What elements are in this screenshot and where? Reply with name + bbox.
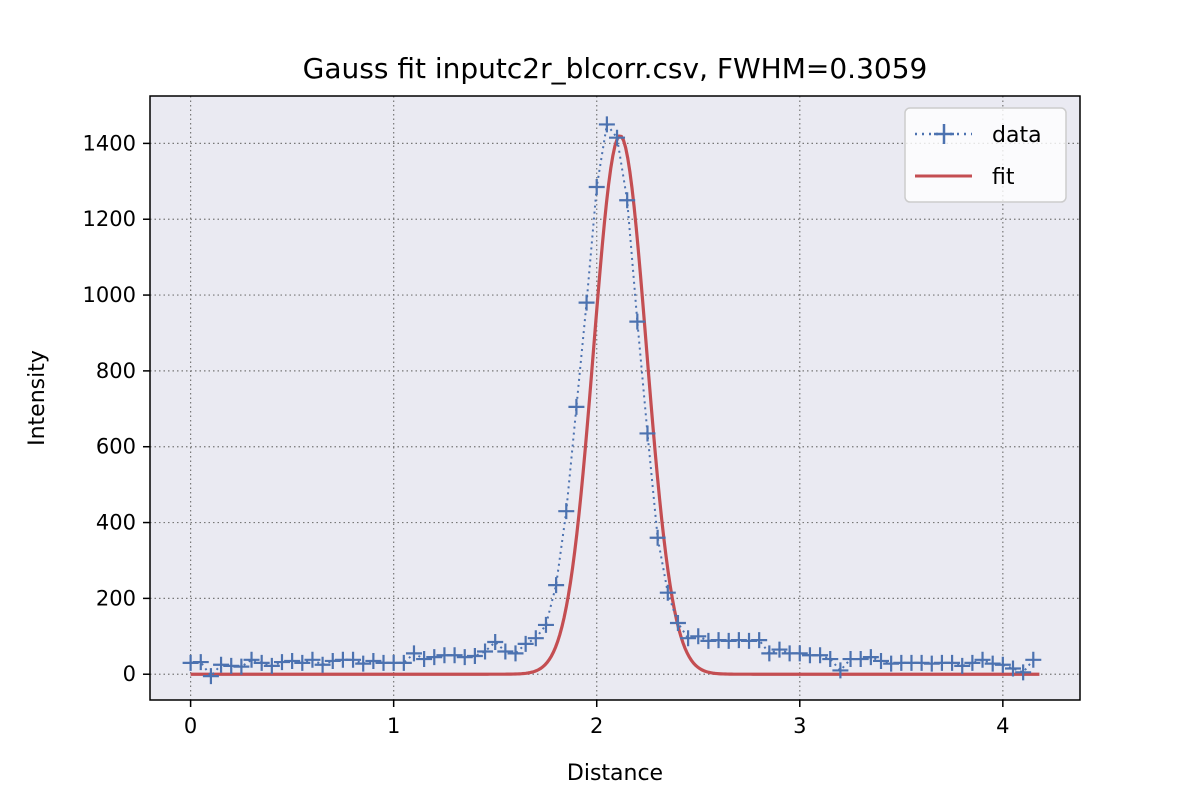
x-tick-label: 4 — [996, 714, 1009, 738]
data-point — [314, 656, 331, 673]
plot-frame — [149, 95, 1081, 701]
data-point — [862, 649, 879, 666]
data-point — [405, 645, 422, 662]
y-tick-label: 0 — [123, 662, 136, 686]
data-point — [558, 503, 575, 520]
y-tick-label: 1400 — [83, 131, 136, 155]
data-point — [1025, 651, 1042, 668]
data-point — [537, 616, 554, 633]
data-point — [233, 658, 250, 675]
data-point — [263, 657, 280, 674]
data-point — [416, 651, 433, 668]
chart-title: Gauss fit inputc2r_blcorr.csv, FWHM=0.30… — [303, 52, 928, 85]
data-point — [497, 643, 514, 660]
data-point — [355, 655, 372, 672]
data-point — [791, 645, 808, 662]
y-tick-label: 1000 — [83, 283, 136, 307]
data-point — [1015, 664, 1032, 681]
data-point — [273, 654, 290, 671]
x-tick-label: 1 — [387, 714, 400, 738]
data-point — [619, 192, 636, 209]
y-axis-label: Intensity — [25, 350, 50, 446]
data-point — [284, 652, 301, 669]
data-point — [426, 649, 443, 666]
data-point — [294, 654, 311, 671]
data-point — [680, 630, 697, 647]
data-point — [832, 662, 849, 679]
data-point — [1004, 660, 1021, 677]
data-point — [527, 630, 544, 647]
data-point — [446, 647, 463, 664]
legend-fit-label: fit — [992, 165, 1015, 190]
data-point — [345, 651, 362, 668]
y-tick-label: 1200 — [83, 207, 136, 231]
data-point — [487, 633, 504, 650]
data-point — [588, 178, 605, 195]
x-tick-label: 0 — [184, 714, 197, 738]
data-point — [324, 652, 341, 669]
data-point — [944, 654, 961, 671]
legend-data-marker — [934, 124, 954, 144]
data-point — [639, 425, 656, 442]
legend-data-label: data — [992, 123, 1042, 148]
data-point — [253, 654, 270, 671]
data-point — [812, 647, 829, 664]
data-point — [456, 649, 473, 666]
axis-ticks: 0 1 2 3 4 0 200 400 600 800 1000 1200 1400 — [83, 131, 1010, 738]
legend: data fit — [904, 107, 1067, 203]
data-point — [822, 651, 839, 668]
data-point — [477, 643, 494, 660]
fit-series — [190, 134, 1040, 676]
data-point — [598, 116, 615, 133]
data-point — [507, 645, 524, 662]
x-axis-label: Distance — [567, 761, 663, 786]
fit-line — [190, 134, 1040, 676]
data-point — [202, 668, 219, 685]
data-point — [994, 656, 1011, 673]
y-tick-label: 600 — [96, 435, 136, 459]
data-point — [974, 651, 991, 668]
data-point — [771, 641, 788, 658]
x-tick-label: 2 — [590, 714, 603, 738]
data-point — [751, 632, 768, 649]
data-series — [182, 116, 1042, 685]
data-point — [548, 577, 565, 594]
data-point — [578, 294, 595, 311]
data-point — [304, 651, 321, 668]
data-point — [466, 648, 483, 665]
data-point — [761, 645, 778, 662]
data-point — [690, 628, 707, 645]
data-point — [365, 652, 382, 669]
data-point — [192, 654, 209, 671]
y-tick-label: 400 — [96, 511, 136, 535]
data-point — [873, 652, 890, 669]
data-point — [568, 398, 585, 415]
data-point — [954, 657, 971, 674]
data-point — [243, 651, 260, 668]
data-point — [649, 529, 666, 546]
legend-box — [904, 107, 1067, 203]
y-tick-label: 800 — [96, 359, 136, 383]
y-tick-label: 200 — [96, 586, 136, 610]
data-point — [609, 129, 626, 146]
data-point — [517, 635, 534, 652]
data-point — [213, 656, 230, 673]
data-point — [659, 584, 676, 601]
data-point — [984, 655, 1001, 672]
data-point — [852, 651, 869, 668]
data-point — [395, 654, 412, 671]
data-point — [629, 313, 646, 330]
data-point — [964, 654, 981, 671]
x-tick-label: 3 — [793, 714, 806, 738]
data-point — [669, 615, 686, 632]
